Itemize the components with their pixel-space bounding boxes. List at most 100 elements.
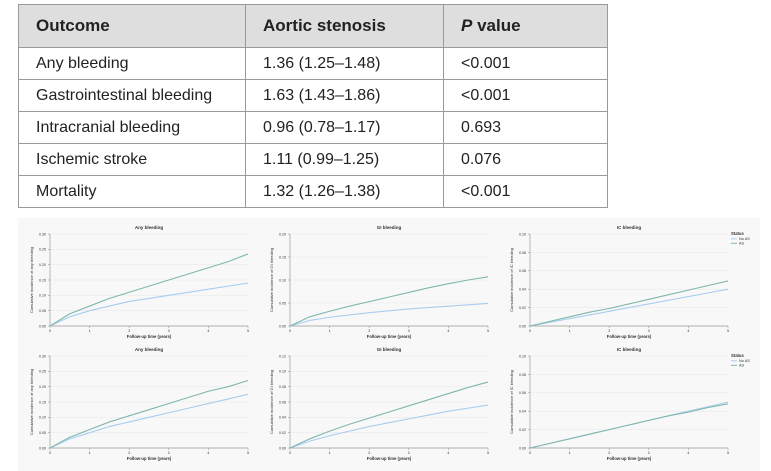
series-line-as [529,280,729,327]
y-tick-label: 0.05 [279,301,286,305]
chart-panel: IC bleeding 0.00 0.02 0.04 0.06 0.08 0.10 0 1 2 3 4… [509,347,750,461]
cell-p-value: <0.001 [443,47,608,80]
series-line-as [49,253,249,327]
y-tick-label: 0.25 [39,248,46,252]
x-tick-label: 5 [727,451,729,455]
x-tick-label: 0 [529,329,531,333]
table-row: Ischemic stroke 1.11 (0.99–1.25) 0.076 [18,143,608,176]
x-tick-label: 0 [49,451,51,455]
y-axis-label: Cumulative incidence of IC bleeding [509,248,514,312]
cell-outcome: Ischemic stroke [18,143,246,176]
x-tick-label: 1 [329,329,331,333]
y-tick-label: 0.04 [519,288,526,292]
table-header-row: Outcome Aortic stenosis P value [18,4,608,48]
cell-outcome: Intracranial bleeding [18,111,246,144]
y-tick-label: 0.15 [39,400,46,404]
y-tick-label: 0.20 [39,385,46,389]
cumulative-incidence-plots: Any bleeding 0.00 0.05 0.10 0.15 0.20 0.25 0.30… [18,218,760,471]
x-tick-label: 2 [608,451,610,455]
y-tick-label: 0.06 [519,391,526,395]
cell-aortic-stenosis: 1.32 (1.26–1.38) [245,175,444,208]
x-tick-label: 4 [447,329,449,333]
y-tick-label: 0.00 [39,324,46,328]
chart-title: GI bleeding [377,347,402,352]
cell-p-value: 0.076 [443,143,608,176]
x-tick-label: 2 [368,329,370,333]
y-tick-label: 0.15 [39,278,46,282]
x-tick-label: 3 [408,451,410,455]
cell-aortic-stenosis: 1.63 (1.43–1.86) [245,79,444,112]
legend-label: AS [739,364,745,368]
y-tick-label: 0.00 [519,446,526,450]
legend-label: No AS [739,237,750,241]
cell-outcome: Any bleeding [18,47,246,80]
series-line-no-as [289,302,489,327]
x-tick-label: 1 [569,329,571,333]
legend-label: AS [739,242,745,246]
series-line-as [529,403,729,449]
y-tick-label: 0.02 [279,431,286,435]
x-tick-label: 2 [128,451,130,455]
x-axis-label: Follow-up time (years) [607,456,652,461]
x-tick-label: 0 [289,329,291,333]
chart-panel: Any bleeding 0.00 0.05 0.10 0.15 0.20 0.25 0.30… [29,347,249,461]
x-tick-label: 5 [247,451,249,455]
legend-title: Status [731,231,744,236]
y-tick-label: 0.08 [279,385,286,389]
y-tick-label: 0.30 [39,354,46,358]
legend-label: No AS [739,359,750,363]
x-axis-label: Follow-up time (years) [367,334,412,339]
y-tick-label: 0.00 [279,324,286,328]
series-line-as [289,276,489,327]
x-tick-label: 4 [687,329,689,333]
series-line-no-as [289,404,489,449]
x-tick-label: 1 [89,451,91,455]
chart-title: Any bleeding [135,347,164,352]
x-tick-label: 0 [529,451,531,455]
series-line-no-as [49,393,249,449]
x-tick-label: 3 [648,329,650,333]
table-row: Any bleeding 1.36 (1.25–1.48) <0.001 [18,47,608,80]
y-tick-label: 0.10 [39,294,46,298]
x-tick-label: 4 [207,329,209,333]
chart-panel: GI bleeding 0.00 0.02 0.04 0.06 0.08 0.10 0.12 0… [269,347,489,461]
x-tick-label: 2 [608,329,610,333]
y-tick-label: 0.06 [279,400,286,404]
cell-aortic-stenosis: 1.11 (0.99–1.25) [245,143,444,176]
y-tick-label: 0.20 [39,263,46,267]
chart-panel: IC bleeding 0.00 0.02 0.04 0.06 0.08 0.10 0 1 2 3 4… [509,225,750,339]
x-tick-label: 1 [329,451,331,455]
legend-title: Status [731,353,744,358]
chart-title: GI bleeding [377,225,402,230]
x-tick-label: 1 [89,329,91,333]
y-tick-label: 0.10 [39,416,46,420]
y-tick-label: 0.02 [519,428,526,432]
y-axis-label: Cumulative incidence of GI bleeding [269,370,274,434]
x-tick-label: 3 [168,329,170,333]
y-tick-label: 0.20 [279,232,286,236]
y-tick-label: 0.08 [519,373,526,377]
header-p-letter: P [461,16,473,35]
x-tick-label: 5 [487,451,489,455]
y-tick-label: 0.06 [519,269,526,273]
outcome-table: Outcome Aortic stenosis P value Any blee… [18,4,608,208]
x-tick-label: 3 [168,451,170,455]
series-line-as [289,381,489,449]
header-value-word: value [472,16,521,35]
x-tick-label: 5 [487,329,489,333]
y-tick-label: 0.04 [279,416,286,420]
x-axis-label: Follow-up time (years) [607,334,652,339]
cell-outcome: Mortality [18,175,246,208]
chart-title: IC bleeding [617,347,642,352]
x-axis-label: Follow-up time (years) [367,456,412,461]
y-axis-label: Cumulative incidence of any bleeding [29,247,34,313]
x-axis-label: Follow-up time (years) [127,456,172,461]
chart-panel: GI bleeding 0.00 0.05 0.10 0.15 0.20 0 1 2 3 4 5 Fol… [269,225,489,339]
x-axis-label: Follow-up time (years) [127,334,172,339]
y-axis-label: Cumulative incidence of GI bleeding [269,248,274,312]
table-row: Gastrointestinal bleeding 1.63 (1.43–1.8… [18,79,608,112]
y-axis-label: Cumulative incidence of IC bleeding [509,370,514,434]
x-tick-label: 1 [569,451,571,455]
x-tick-label: 0 [289,451,291,455]
cell-p-value: 0.693 [443,111,608,144]
